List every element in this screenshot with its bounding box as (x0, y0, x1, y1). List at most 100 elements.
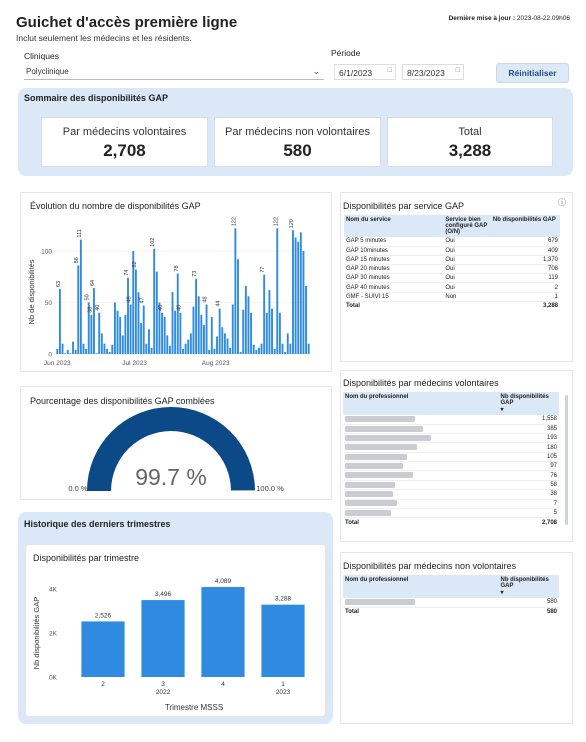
evolution-bar[interactable] (140, 323, 143, 354)
nonvolunteer-col-name[interactable]: Nom du professionnel (343, 575, 499, 598)
evolution-bar[interactable] (111, 344, 114, 354)
table-row[interactable]: GAP 5 minutes Oui 679 (344, 237, 560, 247)
evolution-bar[interactable] (155, 271, 158, 354)
volunteer-col-count[interactable]: Nb disponibilités GAP ▾ (498, 392, 559, 415)
table-row[interactable]: 38 (343, 489, 559, 500)
evolution-bar[interactable] (56, 348, 59, 354)
table-row[interactable]: 97 (343, 461, 559, 472)
evolution-bar[interactable] (307, 343, 310, 354)
evolution-bar[interactable] (137, 292, 140, 354)
evolution-bar[interactable] (286, 333, 289, 354)
service-col-configured[interactable]: Service bien configuré GAP (O/N) (443, 215, 491, 237)
evolution-bar[interactable] (134, 269, 137, 354)
evolution-bar[interactable] (244, 285, 247, 354)
evolution-bar[interactable] (166, 335, 169, 354)
evolution-bar[interactable] (64, 353, 67, 354)
table-row[interactable]: GMF - SUIVI 15 Non 1 (344, 292, 560, 302)
volunteer-scrollbar[interactable] (565, 395, 568, 525)
evolution-bar[interactable] (66, 349, 69, 354)
evolution-bar[interactable] (119, 316, 122, 354)
table-row[interactable]: 105 (343, 452, 559, 463)
evolution-bar[interactable] (189, 333, 192, 354)
evolution-bar[interactable] (292, 230, 294, 354)
table-row[interactable]: 7 (343, 499, 559, 509)
evolution-bar[interactable] (153, 248, 156, 354)
evolution-bar[interactable] (195, 278, 198, 354)
evolution-bar[interactable] (268, 290, 271, 354)
evolution-bar[interactable] (223, 333, 226, 354)
evolution-bar[interactable] (265, 312, 268, 354)
quarter-bar[interactable] (261, 604, 305, 677)
evolution-bar[interactable] (69, 353, 72, 354)
evolution-bar[interactable] (197, 296, 200, 354)
evolution-bar[interactable] (72, 341, 74, 354)
evolution-bar[interactable] (250, 312, 253, 354)
evolution-bar[interactable] (273, 348, 276, 354)
evolution-bar[interactable] (284, 351, 287, 354)
evolution-bar[interactable] (163, 316, 166, 354)
evolution-bar[interactable] (234, 228, 237, 354)
evolution-bar[interactable] (124, 314, 127, 354)
evolution-bar[interactable] (127, 277, 129, 354)
quarter-bar[interactable] (201, 587, 245, 677)
evolution-bar[interactable] (281, 343, 284, 354)
table-row[interactable]: 1,558 (343, 415, 559, 425)
quarter-bar[interactable] (81, 621, 125, 677)
evolution-bar[interactable] (221, 327, 224, 354)
evolution-bar[interactable] (294, 237, 297, 354)
evolution-bar[interactable] (174, 310, 177, 354)
evolution-bar[interactable] (237, 259, 239, 354)
evolution-bar[interactable] (187, 339, 190, 354)
evolution-bar[interactable] (145, 343, 148, 354)
evolution-bar[interactable] (148, 329, 150, 354)
nonvolunteer-col-count[interactable]: Nb disponibilités GAP ▾ (498, 575, 559, 598)
evolution-bar[interactable] (278, 312, 281, 354)
evolution-bar[interactable] (247, 296, 250, 354)
table-row[interactable]: GAP 20 minutes Oui 708 (344, 264, 560, 275)
evolution-bar[interactable] (82, 343, 85, 354)
reset-button[interactable]: Réinitialiser (496, 63, 569, 83)
evolution-bar[interactable] (231, 304, 234, 354)
evolution-bar[interactable] (210, 316, 213, 354)
evolution-bar[interactable] (106, 348, 109, 354)
table-row[interactable]: 193 (343, 433, 559, 444)
evolution-bar[interactable] (297, 241, 300, 354)
table-row[interactable]: 58 (343, 480, 559, 491)
evolution-bar[interactable] (229, 347, 232, 354)
evolution-bar[interactable] (98, 312, 101, 354)
table-row[interactable]: GAP 30 minutes Oui 119 (344, 273, 560, 284)
evolution-bar[interactable] (255, 349, 258, 354)
service-col-name[interactable]: Nom du service (344, 215, 444, 237)
evolution-bar[interactable] (168, 345, 171, 354)
evolution-bar[interactable] (257, 347, 260, 354)
table-row[interactable]: GAP 10minutes Oui 409 (344, 246, 560, 256)
evolution-bar[interactable] (113, 302, 116, 354)
evolution-bar[interactable] (61, 343, 64, 354)
clinic-select[interactable]: Polyclinique ⌄ (24, 64, 324, 80)
evolution-bar[interactable] (179, 312, 182, 354)
evolution-bar[interactable] (271, 308, 273, 354)
evolution-bar[interactable] (90, 314, 93, 354)
evolution-bar[interactable] (200, 314, 203, 354)
evolution-bar[interactable] (116, 310, 119, 354)
evolution-bar[interactable] (205, 304, 208, 354)
evolution-bar[interactable] (184, 343, 187, 354)
evolution-bar[interactable] (192, 306, 195, 354)
evolution-bar[interactable] (108, 351, 111, 354)
evolution-bar[interactable] (87, 302, 90, 354)
evolution-bar[interactable] (242, 309, 245, 354)
date-end-input[interactable]: 8/23/2023 □ (402, 64, 464, 80)
evolution-bar[interactable] (121, 335, 124, 354)
evolution-bar[interactable] (150, 347, 153, 354)
service-col-count[interactable]: Nb disponibilités GAP (490, 215, 560, 237)
table-row[interactable]: 76 (343, 470, 559, 481)
evolution-bar[interactable] (216, 336, 218, 354)
evolution-bar[interactable] (58, 289, 61, 354)
evolution-bar[interactable] (158, 302, 161, 354)
table-row[interactable]: 180 (343, 442, 559, 453)
table-row[interactable]: 580 (343, 598, 559, 608)
evolution-bar[interactable] (95, 353, 98, 354)
table-row[interactable]: 5 (343, 508, 559, 519)
evolution-bar[interactable] (263, 274, 266, 354)
evolution-bar[interactable] (302, 250, 305, 354)
